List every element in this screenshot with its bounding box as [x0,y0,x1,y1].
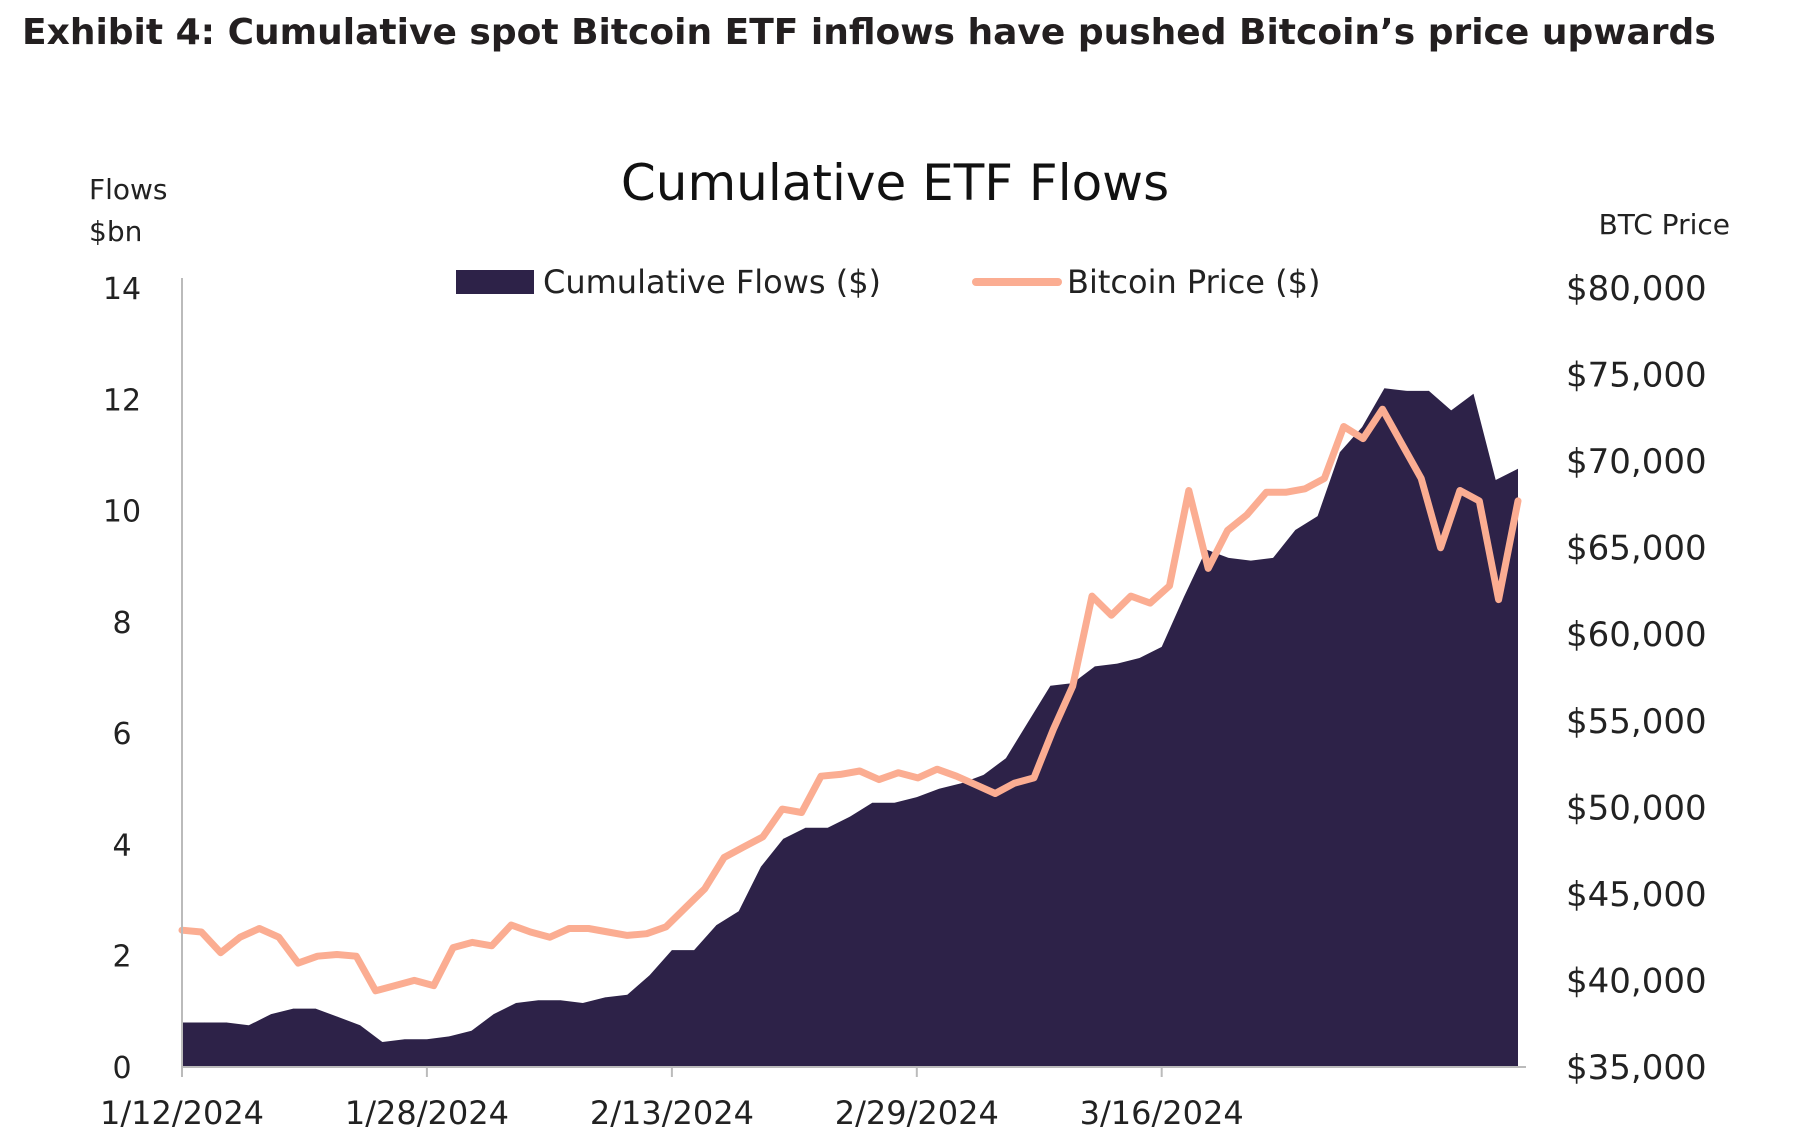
price-line-layer [178,405,1522,995]
legend-label-flows: Cumulative Flows ($) [543,263,881,301]
right-tick-label: $50,000 [1566,788,1707,828]
left-axis-label-line-2: $bn [89,215,142,248]
right-tick-label: $80,000 [1566,269,1707,309]
right-tick-label: $40,000 [1566,961,1707,1001]
x-tick-label: 2/29/2024 [835,1094,999,1132]
right-axis-label: BTC Price [1599,208,1730,241]
left-tick-label: 2 [112,940,131,975]
right-tick-label: $75,000 [1566,356,1707,396]
legend-label-price: Bitcoin Price ($) [1067,263,1320,301]
left-tick-label: 0 [112,1051,131,1086]
right-tick-label: $70,000 [1566,442,1707,482]
x-tick-label: 1/28/2024 [345,1094,509,1132]
x-axis-ticks: 1/12/2024 1/28/2024 2/13/2024 2/29/2024 3/16… [100,1067,1244,1132]
left-tick-label: 12 [103,383,141,418]
right-tick-label: $35,000 [1566,1048,1707,1088]
flows-area-layer [181,388,1519,1067]
left-tick-label: 10 [103,495,141,530]
legend: Cumulative Flows ($) Bitcoin Price ($) [456,263,1320,301]
right-tick-label: $55,000 [1566,702,1707,742]
left-tick-label: 6 [112,717,131,752]
right-axis-ticks: $35,000 $40,000 $45,000 $50,000 $55,000 $60,0… [1566,269,1707,1088]
right-tick-label: $60,000 [1566,615,1707,655]
x-tick-label: 3/16/2024 [1080,1094,1244,1132]
left-axis-ticks: 0 2 4 6 8 10 12 14 [103,272,141,1086]
left-tick-label: 8 [112,606,131,641]
chart-title: Cumulative ETF Flows [621,154,1169,212]
right-tick-label: $65,000 [1566,529,1707,569]
price-line [178,405,1522,995]
left-tick-label: 4 [112,828,131,863]
legend-swatch-flows [456,270,534,294]
x-tick-label: 1/12/2024 [100,1094,264,1132]
right-tick-label: $45,000 [1566,875,1707,915]
x-tick-label: 2/13/2024 [590,1094,754,1132]
left-tick-label: 14 [103,272,141,307]
left-axis-label-line-1: Flows [89,173,168,206]
axes [181,278,1526,1068]
exhibit-title: Exhibit 4: Cumulative spot Bitcoin ETF i… [22,12,1716,53]
flows-area [182,388,1518,1067]
